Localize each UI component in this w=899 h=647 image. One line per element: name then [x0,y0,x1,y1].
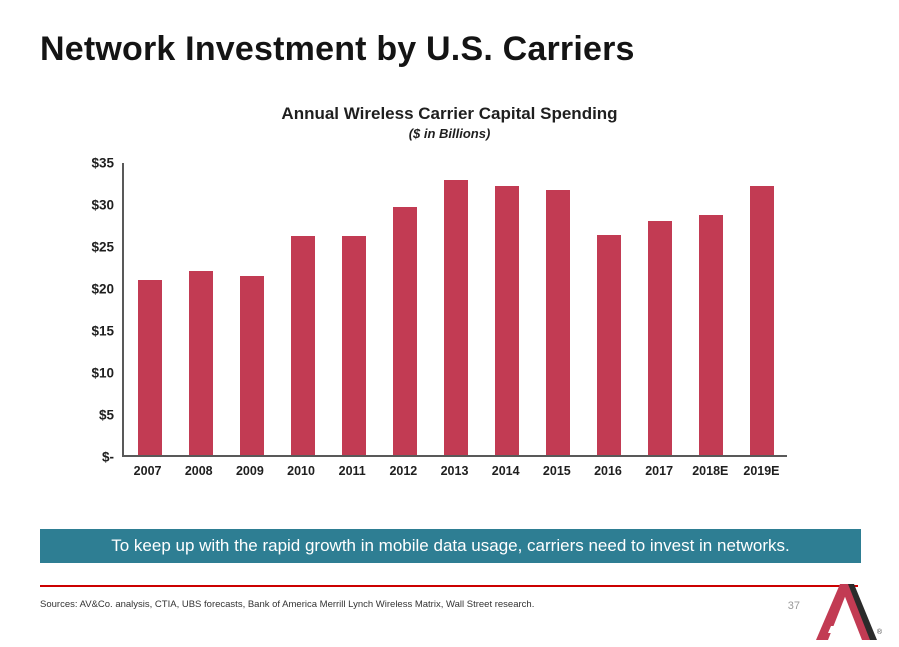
chart-title: Annual Wireless Carrier Capital Spending [281,104,618,123]
bar-2015 [545,189,570,455]
bar-2011 [341,236,366,455]
sources-note: Sources: AV&Co. analysis, CTIA, UBS fore… [40,599,535,610]
bar-column [532,163,583,455]
y-axis-labels: $- $5 $10 $15 $20 $25 $30 $35 [52,156,114,465]
bar-column [481,163,532,455]
footer-accent-line [40,585,858,587]
bar-column [685,163,736,455]
bar-2012 [392,207,417,455]
bar-2008 [188,271,213,455]
bar-column [328,163,379,455]
bar-column [736,163,787,455]
x-tick-label: 2010 [287,464,315,478]
x-tick-label: 2007 [133,464,162,478]
bar-2010 [290,236,315,455]
x-tick-label: 2013 [440,464,469,478]
y-tick-label: $10 [91,365,114,381]
bar-2018E [698,214,723,455]
page-number: 37 [787,600,800,612]
bar-2017 [647,221,672,455]
bar-column [277,163,328,455]
registered-trademark: ® [876,629,882,636]
bar-2016 [596,234,621,455]
bar-column [226,163,277,455]
x-tick-label: 2014 [491,464,520,478]
y-tick-label: $35 [91,155,114,171]
bar-column [634,163,685,455]
bar-2019E [749,185,774,455]
y-tick-label: $25 [91,239,114,255]
plot-area [122,163,787,457]
chart-header: Annual Wireless Carrier Capital Spending… [0,104,899,141]
x-tick-label: 2019E [743,464,780,478]
company-logo-icon: ® [814,578,882,642]
bar-2009 [239,275,264,455]
x-tick-label: 2018E [692,464,729,478]
x-tick-label: 2009 [235,464,264,478]
bar-2014 [494,186,519,455]
y-tick-label: $20 [91,281,114,297]
x-tick-label: 2012 [389,464,418,478]
y-tick-label: $30 [91,197,114,213]
page-title: Network Investment by U.S. Carriers [40,30,635,68]
x-axis-labels: 2007 2008 2009 2010 2011 2012 2013 2014 2015 2016… [122,464,787,478]
chart-subtitle: ($ in Billions) [408,126,491,141]
x-tick-label: 2017 [645,464,674,478]
takeaway-banner: To keep up with the rapid growth in mobi… [40,529,861,563]
x-tick-label: 2015 [542,464,571,478]
x-tick-label: 2016 [594,464,622,478]
y-tick-label: $- [101,449,114,465]
logo-a-icon [816,584,877,640]
bar-2007 [137,279,162,455]
y-tick-label: $15 [91,323,114,339]
y-tick-label: $5 [98,407,114,423]
x-tick-label: 2011 [338,464,366,478]
bar-column [124,163,175,455]
bar-column [175,163,226,455]
bar-column [583,163,634,455]
bar-2013 [443,179,468,455]
bar-column [430,163,481,455]
x-tick-label: 2008 [184,464,213,478]
bar-column [379,163,430,455]
takeaway-text: To keep up with the rapid growth in mobi… [111,536,790,555]
